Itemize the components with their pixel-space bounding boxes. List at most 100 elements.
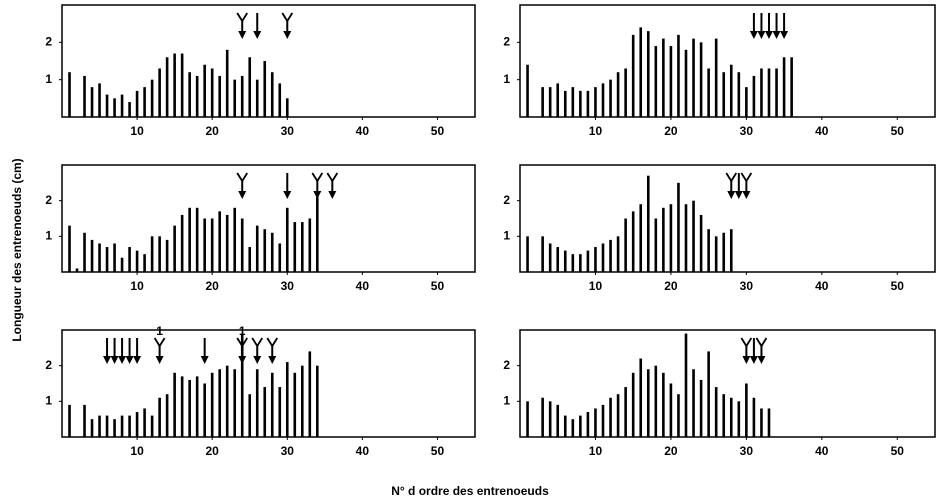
bar — [83, 75, 86, 117]
bar — [218, 75, 221, 117]
x-tick-label: 10 — [589, 124, 603, 138]
y-tick-label: 2 — [503, 358, 510, 372]
arrow-fork — [725, 172, 738, 199]
bar — [105, 247, 109, 272]
x-tick-label: 10 — [130, 124, 144, 138]
bar — [579, 90, 582, 117]
arrow-head — [118, 356, 127, 364]
arrow-head — [155, 356, 164, 364]
bar — [760, 408, 763, 437]
x-tick-label: 20 — [206, 124, 220, 138]
x-tick-label: 50 — [431, 279, 445, 293]
bar — [158, 236, 161, 272]
bar — [639, 204, 643, 272]
bar — [586, 412, 590, 437]
arrow-head — [253, 356, 262, 364]
bar — [195, 376, 199, 437]
bar — [729, 64, 733, 117]
arrow-head — [742, 356, 751, 364]
bar — [173, 53, 176, 117]
bar — [752, 75, 756, 117]
bar — [662, 207, 665, 272]
bar — [90, 239, 94, 272]
bar — [278, 243, 282, 272]
arrow-fork — [236, 337, 248, 348]
bar — [173, 372, 176, 437]
arrow-fork — [326, 172, 339, 199]
x-tick-label: 30 — [740, 124, 754, 138]
bar — [270, 232, 274, 272]
arrow-label: 1 — [239, 324, 246, 338]
bar — [616, 236, 620, 272]
bar — [128, 415, 131, 437]
arrow-fork — [740, 172, 753, 183]
bar — [165, 57, 169, 117]
bar — [654, 365, 658, 437]
bar — [225, 49, 229, 117]
bar — [654, 218, 658, 272]
bar — [255, 225, 259, 272]
bar — [263, 229, 267, 272]
bar — [729, 229, 733, 272]
x-tick-label: 10 — [589, 279, 603, 293]
bar — [98, 243, 101, 272]
arrow-solid — [125, 338, 134, 364]
bar — [609, 79, 612, 117]
bar — [210, 218, 214, 272]
x-tick-label: 30 — [281, 279, 295, 293]
bar — [692, 38, 695, 117]
arrow-solid — [765, 13, 773, 39]
y-axis-label: Longueur des entrenoeuds (cm) — [10, 158, 24, 341]
arrow-solid — [757, 13, 766, 39]
bar — [729, 397, 733, 437]
bar — [662, 38, 665, 117]
bar — [609, 397, 612, 437]
bar — [195, 207, 199, 272]
bar — [105, 415, 109, 437]
x-tick-label: 10 — [130, 279, 144, 293]
bar — [601, 404, 605, 437]
bar — [631, 211, 635, 272]
bar — [263, 387, 267, 437]
bar — [722, 72, 726, 117]
bar — [225, 365, 229, 437]
bar — [548, 243, 552, 272]
arrow-solid — [200, 338, 209, 364]
bar — [135, 90, 139, 117]
arrow-head — [200, 356, 209, 364]
x-tick-label: 40 — [815, 124, 829, 138]
arrow-solid — [734, 173, 743, 199]
arrow-solid — [118, 338, 127, 364]
y-tick-label: 1 — [503, 72, 510, 86]
x-tick-label: 50 — [431, 444, 445, 458]
bar — [526, 401, 529, 437]
bar — [293, 372, 297, 437]
arrow-head — [110, 356, 119, 364]
panel-frame — [61, 329, 476, 438]
bar — [158, 397, 161, 437]
arrow-head — [328, 191, 337, 199]
bar — [165, 239, 169, 272]
bar — [188, 379, 191, 437]
bar — [541, 397, 544, 437]
arrow-head — [780, 31, 789, 39]
y-tick-label: 2 — [45, 193, 52, 207]
bar — [684, 49, 688, 117]
arrow-head — [103, 356, 112, 364]
bar — [699, 42, 703, 118]
arrow-head — [772, 31, 781, 39]
bar — [699, 214, 703, 272]
bar — [594, 408, 597, 437]
bar — [180, 53, 184, 117]
bar — [90, 87, 94, 117]
panel-frame — [519, 329, 936, 438]
bar — [563, 415, 567, 437]
bar — [316, 365, 319, 437]
arrow-head — [238, 191, 247, 199]
bar — [579, 254, 582, 272]
bar — [654, 46, 658, 117]
bar — [128, 247, 131, 272]
panel-frame — [519, 164, 936, 273]
bar — [646, 31, 650, 118]
bar — [240, 333, 244, 437]
